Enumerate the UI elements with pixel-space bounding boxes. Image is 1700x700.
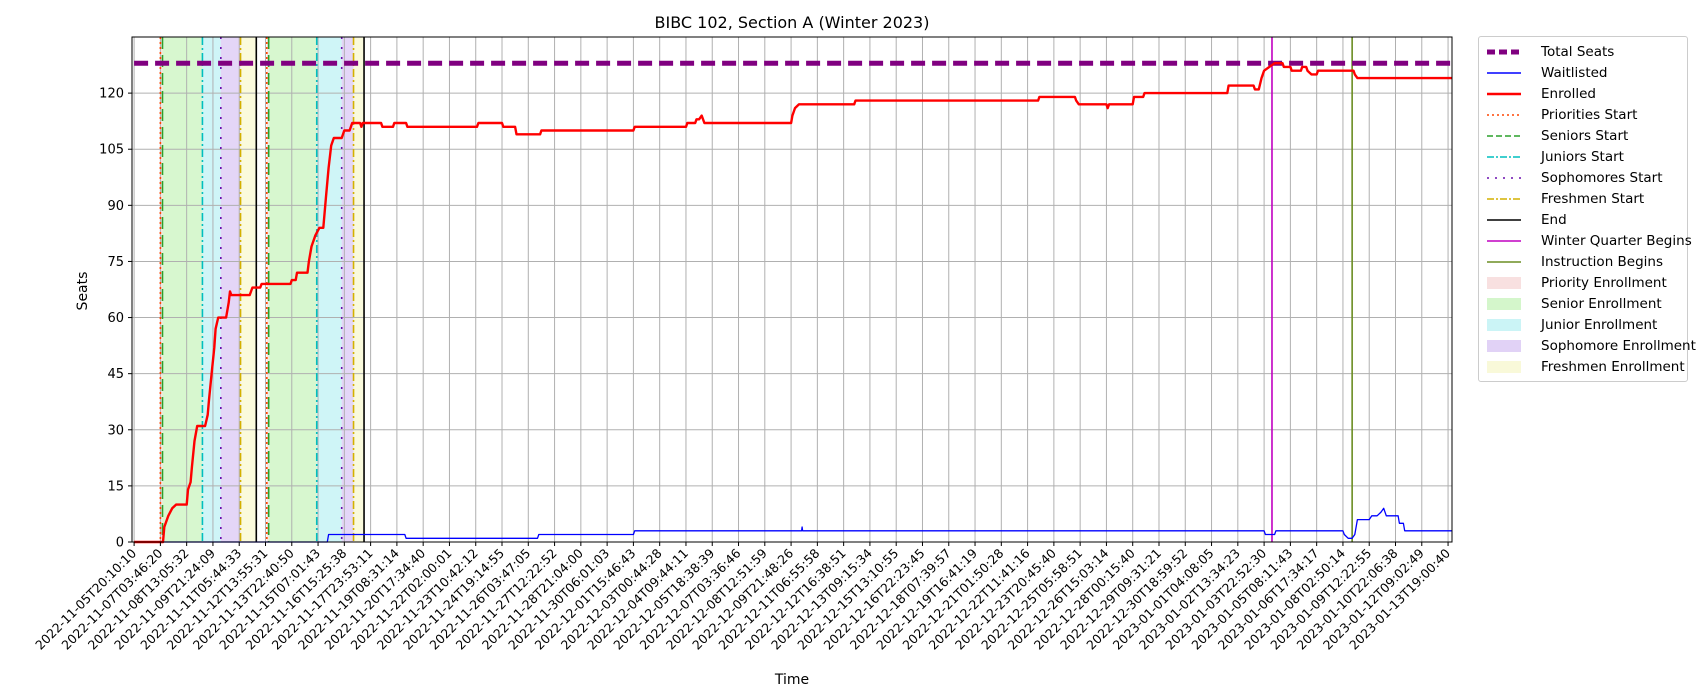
legend-item: Sophomores Start [1485,167,1681,188]
legend-item: End [1485,209,1681,230]
band-senior-enrollment [268,37,317,542]
legend-label: Priorities Start [1541,106,1638,123]
y-tick-label: 0 [116,536,124,551]
y-tick-label: 30 [107,423,124,438]
legend-label: End [1541,211,1567,228]
legend-item: Winter Quarter Begins [1485,230,1692,251]
legend-swatch [1487,71,1521,74]
legend-label: Freshmen Start [1541,190,1645,207]
y-tick-label: 15 [107,479,124,494]
legend-label: Total Seats [1541,43,1615,60]
band-sophomore-enrollment [220,37,241,542]
series-waitlisted [134,507,1452,543]
legend-swatch [1487,297,1521,310]
legend-swatch [1487,276,1521,289]
band-sophomore-enrollment [341,37,354,542]
legend-label: Freshmen Enrollment [1541,358,1685,375]
legend-item: Instruction Begins [1485,251,1681,272]
legend-swatch [1487,134,1521,137]
legend-swatch [1487,155,1521,158]
y-tick-label: 60 [107,311,124,326]
legend-swatch [1487,260,1521,263]
chart-title: BIBC 102, Section A (Winter 2023) [655,13,930,32]
band-priority-enrollment [266,37,269,542]
legend-swatch [1487,318,1521,331]
legend-label: Waitlisted [1541,64,1608,81]
legend-label: Senior Enrollment [1541,295,1662,312]
legend-label: Instruction Begins [1541,253,1664,270]
legend-label: Enrolled [1541,85,1596,102]
band-freshmen-enrollment [353,37,365,542]
legend-item: Senior Enrollment [1485,293,1681,314]
legend-item: Juniors Start [1485,146,1681,167]
band-senior-enrollment [162,37,203,542]
y-tick-label: 120 [99,87,124,102]
legend-swatch [1487,176,1521,179]
y-tick-label: 45 [107,367,124,382]
legend-swatch [1487,92,1521,95]
legend-label: Junior Enrollment [1541,316,1658,333]
legend-item: Sophomore Enrollment [1485,335,1696,356]
legend-label: Sophomores Start [1541,169,1663,186]
band-priority-enrollment [160,37,163,542]
legend-swatch [1487,49,1521,54]
event-lines [159,37,1353,542]
legend-label: Seniors Start [1541,127,1629,144]
legend-item: Seniors Start [1485,125,1681,146]
band-freshmen-enrollment [240,37,257,542]
legend-item: Enrolled [1485,83,1681,104]
band-junior-enrollment [202,37,221,542]
legend-label: Sophomore Enrollment [1541,337,1696,354]
legend-item: Junior Enrollment [1485,314,1681,335]
y-ticks: 0 15 30 45 60 75 90 105 120 [99,87,132,551]
legend: Total Seats Waitlisted Enrolled Priorities … [1478,36,1696,382]
legend-item: Freshmen Start [1485,188,1681,209]
y-tick-label: 90 [107,199,124,214]
legend-label: Winter Quarter Begins [1541,232,1692,249]
legend-swatch [1487,197,1521,200]
legend-swatch [1487,113,1521,116]
y-tick-label: 75 [107,255,124,270]
legend-swatch [1487,239,1521,242]
enrollment-bands [160,37,365,542]
plot-frame [131,36,1453,543]
legend-item: Priorities Start [1485,104,1681,125]
x-ticks: 2022-11-05T20:10:102022-11-07T03:46:2020… [32,542,1453,653]
grid-lines [132,37,1452,543]
legend-label: Priority Enrollment [1541,274,1667,291]
x-axis-label: Time [774,672,809,688]
series-lines [134,60,1452,544]
legend-item: Priority Enrollment [1485,272,1681,293]
legend-swatch [1487,360,1521,373]
legend-item: Total Seats [1485,41,1681,62]
legend-label: Juniors Start [1541,148,1624,165]
y-axis-label: Seats [75,272,91,311]
y-tick-label: 105 [99,143,124,158]
legend-item: Waitlisted [1485,62,1681,83]
series-enrolled [134,62,1452,544]
band-junior-enrollment [316,37,342,542]
legend-swatch [1487,218,1521,221]
legend-swatch [1487,339,1521,352]
legend-item: Freshmen Enrollment [1485,356,1685,377]
